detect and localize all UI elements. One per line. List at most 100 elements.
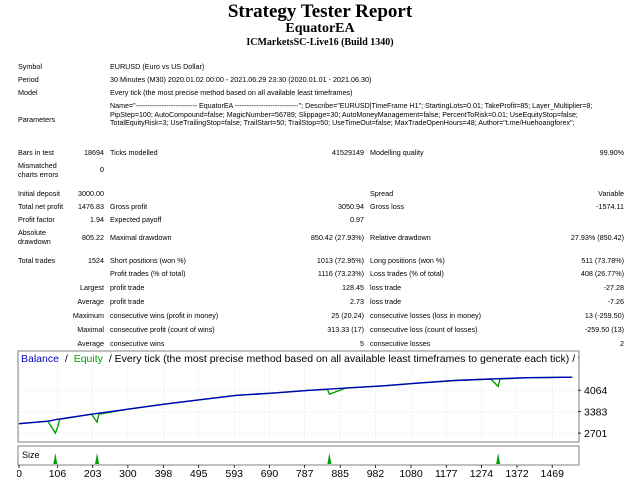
short-positions-value: 1013 (72.95%) (316, 256, 364, 265)
maximal-consecutive-profit-value: 313.33 (17) (327, 325, 364, 334)
x-tick-label: 1080 (399, 468, 423, 480)
legend-description: / Every tick (the most precise method ba… (109, 353, 599, 365)
y-tick-label: 2701 (584, 428, 608, 440)
maximal-drawdown-label: Maximal drawdown (110, 233, 172, 242)
size-label: Size (22, 450, 40, 460)
largest-profit-label: profit trade (110, 283, 145, 292)
x-tick-label: 593 (225, 468, 243, 480)
absolute-drawdown-label-2: drawdown (18, 237, 51, 246)
size-plot-frame (17, 445, 580, 466)
gross-loss-label: Gross loss (370, 202, 404, 211)
model-value: Every tick (the most precise method base… (110, 88, 353, 97)
average-profit-label: profit trade (110, 297, 145, 306)
max-consecutive-wins-value: 25 (20.24) (331, 311, 364, 320)
size-spike (496, 453, 501, 464)
chart-background (17, 350, 627, 480)
legend-balance: Balance (21, 353, 59, 365)
average-profit-value: 2.73 (350, 297, 364, 306)
profit-trades-label: Profit trades (% of total) (110, 269, 186, 278)
main-plot-frame (17, 350, 580, 443)
net-profit-label: Total net profit (18, 202, 64, 211)
max-consecutive-losses-value: 13 (-259.50) (584, 311, 624, 320)
x-tick-label: 787 (296, 468, 314, 480)
x-tick-label: 690 (261, 468, 279, 480)
spread-label: Spread (370, 189, 394, 198)
gross-loss-value: -1574.11 (596, 202, 624, 211)
y-axis-ticks: 4064 3383 2701 (578, 385, 608, 440)
mismatch-value: 0 (100, 165, 104, 174)
profit-factor-value: 1.94 (90, 215, 104, 224)
x-tick-label: 1177 (435, 468, 458, 480)
long-positions-value: 511 (73.78%) (581, 256, 624, 265)
short-positions-label: Short positions (won %) (110, 256, 186, 265)
maximal-drawdown-value: 850.42 (27.93%) (310, 233, 364, 242)
balance-equity-chart: Balance / Equity / Every tick (the most … (17, 350, 627, 480)
total-trades-value: 1524 (88, 256, 104, 265)
relative-drawdown-label: Relative drawdown (370, 233, 431, 242)
x-tick-label: 982 (367, 468, 385, 480)
expected-payoff-value: 0.97 (350, 215, 364, 224)
largest-loss-value: -27.28 (603, 283, 624, 292)
y-tick-label: 3383 (584, 407, 608, 419)
average-loss-value: -7.26 (607, 297, 624, 306)
ticks-value: 41529149 (332, 148, 364, 157)
quality-label: Modelling quality (370, 148, 424, 157)
x-tick-label: 0 (17, 468, 22, 480)
average-consecutive-wins-label: consecutive wins (110, 339, 165, 348)
period-label: Period (18, 75, 39, 84)
expected-payoff-label: Expected payoff (110, 215, 162, 224)
x-tick-label: 1274 (470, 468, 494, 480)
chart-legend: Balance / Equity / Every tick (the most … (21, 353, 599, 365)
average-consecutive-wins-value: 5 (360, 339, 364, 348)
maximal-label: Maximal (77, 325, 104, 334)
size-spike (327, 453, 332, 464)
mismatch-label-1: Mismatched (18, 161, 57, 170)
x-tick-label: 203 (84, 468, 102, 480)
gross-profit-label: Gross profit (110, 202, 148, 211)
x-tick-label: 1372 (505, 468, 529, 480)
model-label: Model (18, 88, 38, 97)
average-loss-label: loss trade (370, 297, 402, 306)
profit-factor-label: Profit factor (18, 215, 55, 224)
net-profit-value: 1476.83 (78, 202, 104, 211)
loss-trades-label: Loss trades (% of total) (370, 269, 444, 278)
initial-deposit-value: 3000.00 (78, 189, 104, 198)
x-tick-label: 495 (190, 468, 208, 480)
x-tick-label: 300 (119, 468, 137, 480)
long-positions-label: Long positions (won %) (370, 256, 445, 265)
profit-trades-value: 1116 (73.23%) (317, 269, 364, 278)
maximum-label: Maximum (72, 311, 104, 320)
legend-sep: / (65, 353, 68, 365)
size-spike (95, 453, 100, 464)
total-trades-label: Total trades (18, 256, 56, 265)
quality-value: 99.90% (599, 148, 624, 157)
symbol-label: Symbol (18, 62, 42, 71)
largest-loss-label: loss trade (370, 283, 402, 292)
svg-text:Balance / Equity: Balance / Equity / Every tick (the most … (21, 353, 599, 365)
report-title: Strategy Tester Report (227, 1, 413, 22)
x-tick-label: 885 (331, 468, 349, 480)
average-consecutive-losses-label: consecutive losses (370, 339, 431, 348)
spread-value: Variable (598, 189, 624, 198)
average-label: Average (77, 297, 104, 306)
x-axis-ticks: 0 106 203 300 398 495 593 690 787 885 982 1080 1177 1… (17, 465, 564, 480)
balance-line (18, 376, 573, 425)
symbol-value: EURUSD (Euro vs US Dollar) (110, 62, 205, 71)
maximal-consecutive-profit-label: consecutive profit (count of wins) (110, 325, 215, 334)
relative-drawdown-value: 27.93% (850.42) (570, 233, 624, 242)
largest-profit-value: 128.45 (342, 283, 364, 292)
max-consecutive-wins-label: consecutive wins (profit in money) (110, 311, 219, 320)
x-tick-label: 398 (155, 468, 173, 480)
bars-label: Bars in test (18, 148, 54, 157)
parameters-value: Name="-------------------------- Equator… (110, 102, 593, 128)
initial-deposit-label: Initial deposit (18, 189, 60, 198)
server-name: ICMarketsSC-Live16 (Build 1340) (246, 37, 394, 48)
mismatch-label-2: charts errors (18, 170, 59, 179)
absolute-drawdown-label-1: Absolute (18, 228, 46, 237)
largest-label: Largest (80, 283, 104, 292)
ea-name: EquatorEA (285, 21, 355, 36)
absolute-drawdown-value: 805.22 (82, 233, 104, 242)
period-value: 30 Minutes (M30) 2020.01.02 00:00 - 2021… (110, 75, 372, 84)
x-tick-label: 106 (49, 468, 67, 480)
loss-trades-value: 408 (26.77%) (580, 269, 624, 278)
